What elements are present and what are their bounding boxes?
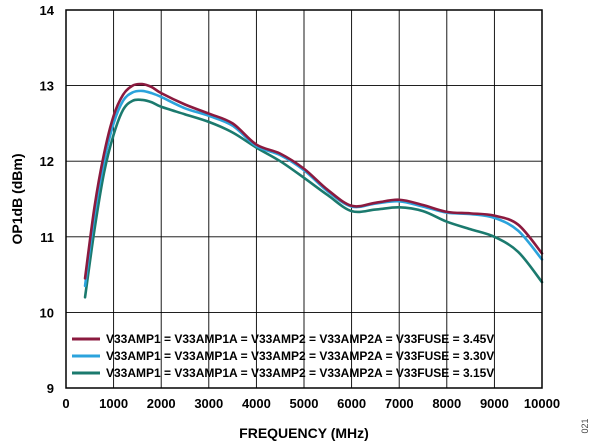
legend: V33AMP1 = V33AMP1A = V33AMP2 = V33AMP2A …	[72, 332, 494, 380]
x-tick-labels: 0 1000 2000 3000 4000 5000 6000 7000 8000 9000 100…	[62, 396, 560, 411]
y-tick-label: 13	[40, 79, 54, 94]
x-tick-label: 4000	[242, 396, 271, 411]
legend-label-2: V33AMP1 = V33AMP1A = V33AMP2 = V33AMP2A …	[106, 349, 494, 363]
y-axis-title: OP1dB (dBm)	[9, 154, 25, 245]
y-tick-label: 14	[40, 3, 55, 18]
plot-frame	[65, 9, 543, 389]
x-tick-label: 7000	[385, 396, 414, 411]
y-tick-label: 9	[47, 381, 54, 396]
y-tick-label: 12	[40, 154, 54, 169]
y-tick-labels: 9 10 11 12 13 14	[40, 3, 55, 396]
series-layer	[83, 82, 544, 299]
x-tick-label: 9000	[480, 396, 509, 411]
series-line-2	[83, 89, 544, 288]
x-tick-label: 6000	[337, 396, 366, 411]
series-line-1	[83, 82, 544, 280]
x-tick-label: 8000	[432, 396, 461, 411]
y-tick-label: 10	[40, 305, 54, 320]
x-tick-label: 2000	[147, 396, 176, 411]
x-tick-label: 5000	[290, 396, 319, 411]
legend-label-1: V33AMP1 = V33AMP1A = V33AMP2 = V33AMP2A …	[106, 332, 494, 346]
figure-id: 021	[580, 418, 590, 433]
x-tick-label: 0	[62, 396, 69, 411]
x-tick-label: 10000	[524, 396, 560, 411]
y-tick-label: 11	[40, 230, 54, 245]
series-line-3	[83, 98, 544, 299]
legend-label-3: V33AMP1 = V33AMP1A = V33AMP2 = V33AMP2A …	[106, 366, 494, 380]
x-tick-label: 3000	[194, 396, 223, 411]
x-tick-label: 1000	[99, 396, 128, 411]
x-axis-title: FREQUENCY (MHz)	[239, 425, 369, 441]
